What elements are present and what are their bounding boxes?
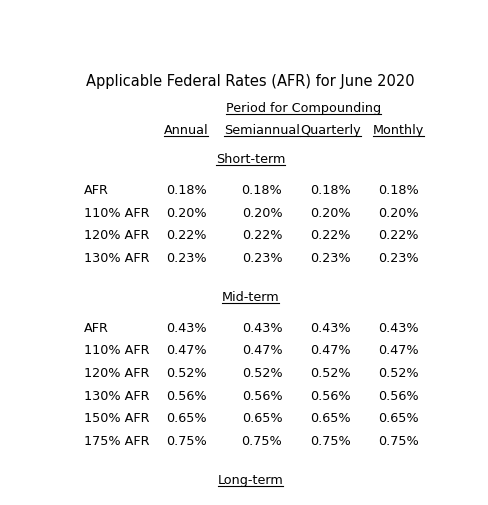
- Text: 0.23%: 0.23%: [309, 252, 350, 265]
- Text: 130% AFR: 130% AFR: [84, 389, 149, 402]
- Text: 0.20%: 0.20%: [241, 207, 282, 220]
- Text: 175% AFR: 175% AFR: [84, 435, 149, 447]
- Text: Long-term: Long-term: [217, 474, 283, 486]
- Text: AFR: AFR: [84, 184, 108, 197]
- Text: 0.56%: 0.56%: [165, 389, 206, 402]
- Text: 0.22%: 0.22%: [377, 229, 418, 242]
- Text: 120% AFR: 120% AFR: [84, 367, 149, 380]
- Text: AFR: AFR: [84, 322, 108, 335]
- Text: Monthly: Monthly: [372, 124, 423, 136]
- Text: Period for Compounding: Period for Compounding: [225, 102, 381, 115]
- Text: 0.43%: 0.43%: [165, 322, 206, 335]
- Text: 0.47%: 0.47%: [241, 344, 282, 358]
- Text: 0.47%: 0.47%: [309, 344, 350, 358]
- Text: 0.23%: 0.23%: [241, 252, 282, 265]
- Text: 0.75%: 0.75%: [309, 435, 350, 447]
- Text: 150% AFR: 150% AFR: [84, 412, 149, 425]
- Text: 0.22%: 0.22%: [165, 229, 206, 242]
- Text: 0.47%: 0.47%: [165, 344, 206, 358]
- Text: 0.52%: 0.52%: [377, 367, 418, 380]
- Text: 0.23%: 0.23%: [165, 252, 206, 265]
- Text: 120% AFR: 120% AFR: [84, 229, 149, 242]
- Text: 0.20%: 0.20%: [165, 207, 206, 220]
- Text: 0.22%: 0.22%: [241, 229, 282, 242]
- Text: 0.65%: 0.65%: [377, 412, 418, 425]
- Text: 0.18%: 0.18%: [241, 184, 282, 197]
- Text: 0.56%: 0.56%: [241, 389, 282, 402]
- Text: 0.47%: 0.47%: [377, 344, 418, 358]
- Text: 0.23%: 0.23%: [377, 252, 418, 265]
- Text: 0.52%: 0.52%: [241, 367, 282, 380]
- Text: 0.56%: 0.56%: [309, 389, 350, 402]
- Text: 0.75%: 0.75%: [241, 435, 282, 447]
- Text: Quarterly: Quarterly: [299, 124, 360, 136]
- Text: 110% AFR: 110% AFR: [84, 344, 149, 358]
- Text: 110% AFR: 110% AFR: [84, 207, 149, 220]
- Text: 0.18%: 0.18%: [165, 184, 206, 197]
- Text: 0.56%: 0.56%: [377, 389, 418, 402]
- Text: 0.65%: 0.65%: [241, 412, 282, 425]
- Text: 0.43%: 0.43%: [309, 322, 350, 335]
- Text: 0.65%: 0.65%: [309, 412, 350, 425]
- Text: 0.65%: 0.65%: [165, 412, 206, 425]
- Text: 0.18%: 0.18%: [377, 184, 418, 197]
- Text: 0.22%: 0.22%: [309, 229, 350, 242]
- Text: 0.52%: 0.52%: [165, 367, 206, 380]
- Text: Mid-term: Mid-term: [222, 291, 279, 304]
- Text: 0.43%: 0.43%: [241, 322, 282, 335]
- Text: 0.52%: 0.52%: [309, 367, 350, 380]
- Text: 0.75%: 0.75%: [377, 435, 418, 447]
- Text: 130% AFR: 130% AFR: [84, 252, 149, 265]
- Text: 0.75%: 0.75%: [165, 435, 206, 447]
- Text: Short-term: Short-term: [216, 153, 285, 166]
- Text: 0.18%: 0.18%: [309, 184, 350, 197]
- Text: 0.43%: 0.43%: [377, 322, 418, 335]
- Text: Annual: Annual: [163, 124, 208, 136]
- Text: Semiannual: Semiannual: [224, 124, 299, 136]
- Text: 0.20%: 0.20%: [309, 207, 350, 220]
- Text: 0.20%: 0.20%: [377, 207, 418, 220]
- Text: Applicable Federal Rates (AFR) for June 2020: Applicable Federal Rates (AFR) for June …: [86, 74, 414, 89]
